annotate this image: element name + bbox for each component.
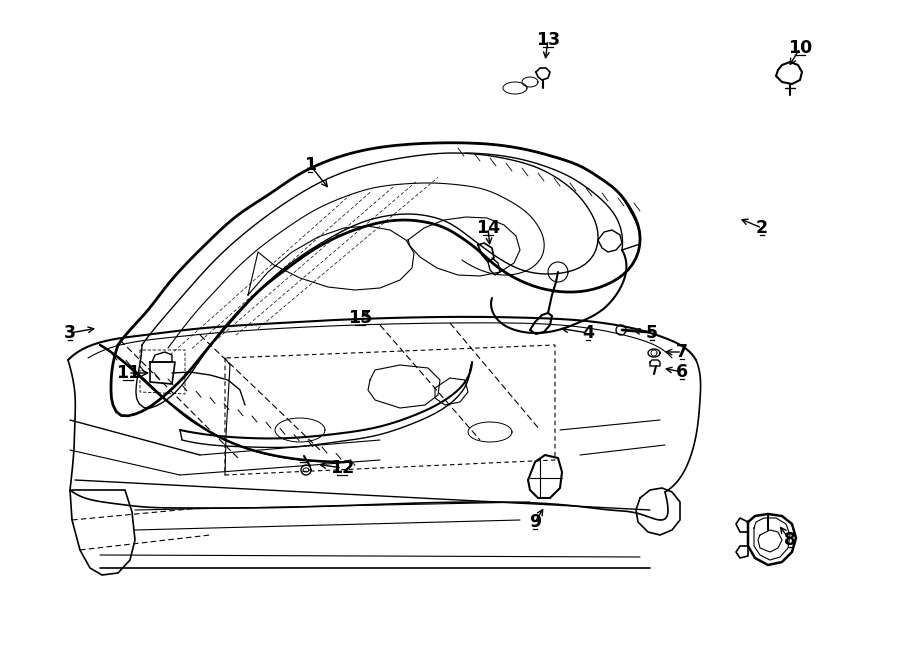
Text: 5: 5 — [646, 324, 658, 342]
Text: 15: 15 — [348, 309, 372, 327]
Text: 1: 1 — [304, 156, 316, 174]
Text: 3: 3 — [64, 324, 76, 342]
Text: 6: 6 — [676, 363, 688, 381]
Text: 14: 14 — [476, 219, 500, 237]
Text: 8: 8 — [784, 531, 796, 549]
Text: 10: 10 — [788, 39, 812, 57]
Text: 7: 7 — [676, 343, 688, 361]
Text: 13: 13 — [536, 31, 560, 49]
Text: 11: 11 — [116, 364, 140, 382]
Text: 12: 12 — [330, 459, 354, 477]
Text: 4: 4 — [582, 324, 594, 342]
Text: 9: 9 — [529, 513, 541, 531]
Text: 2: 2 — [756, 219, 768, 237]
